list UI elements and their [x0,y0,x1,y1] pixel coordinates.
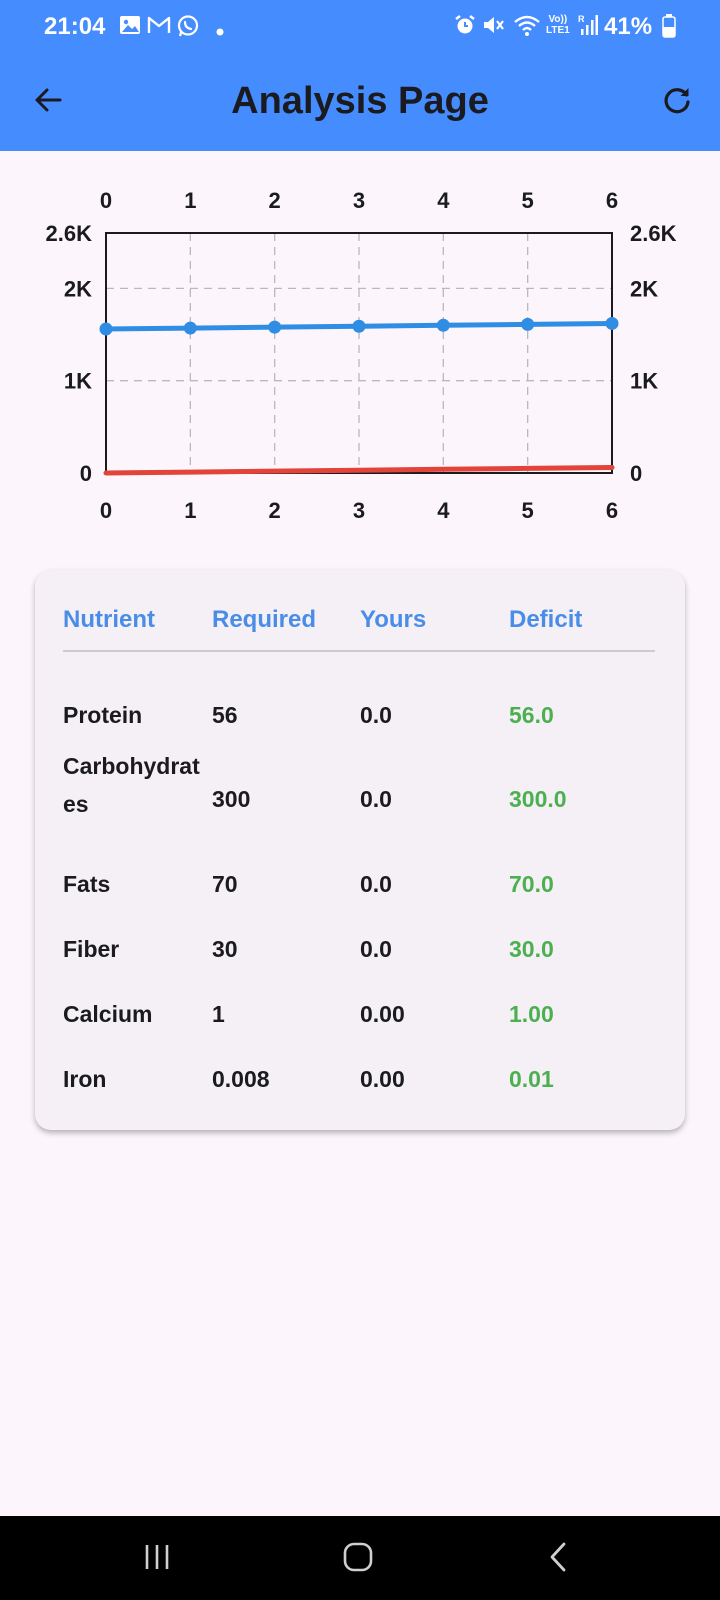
series-point-0 [521,317,535,331]
wifi-icon [512,13,542,42]
y-tick-label-right: 2.6K [630,221,677,246]
y-tick-label-right: 1K [630,369,658,394]
battery-percent: 41% [604,13,653,40]
cell-yours: 0.0 [360,936,392,962]
y-tick-label-left: 0 [80,461,92,486]
series-point-0 [605,316,619,330]
series-point-0 [268,320,282,334]
signal-icon: R [578,14,598,41]
y-tick-label-left: 2K [64,276,92,301]
volte-label: Vo)) [548,14,568,25]
cell-nutrient: Fats [63,871,111,897]
network-type: Vo)) LTE1 [546,14,570,36]
x-tick-label-bottom: 6 [606,498,618,523]
x-tick-label-top: 2 [269,188,281,213]
x-tick-label-top: 1 [184,188,196,213]
header-required: Required [212,606,317,633]
app-bar: Analysis Page [0,52,720,151]
gallery-icon [119,15,141,40]
back-icon[interactable] [548,1542,568,1577]
cell-required: 56 [212,702,238,728]
cell-required: 0.008 [212,1066,270,1092]
x-tick-label-bottom: 2 [269,498,281,523]
y-tick-label-right: 2K [630,276,658,301]
cell-deficit: 1.00 [509,1001,554,1027]
y-tick-label-left: 1K [64,369,92,394]
cell-required: 300 [212,786,251,812]
header-nutrient: Nutrient [63,606,155,633]
whatsapp-icon [176,14,200,43]
cell-required: 1 [212,1001,225,1027]
cell-yours: 0.00 [360,1066,405,1092]
nutrient-table-card: Nutrient Required Yours Deficit Protein … [35,570,685,1130]
x-tick-label-top: 0 [100,188,112,213]
cell-deficit: 300.0 [509,786,567,812]
lte-label: LTE1 [546,25,570,36]
header-deficit: Deficit [509,606,583,633]
mute-icon [482,14,506,41]
cell-yours: 0.00 [360,1001,405,1027]
cell-required: 30 [212,936,238,962]
alarm-icon [454,14,476,41]
x-tick-label-bottom: 4 [437,498,450,523]
status-time: 21:04 [44,13,106,40]
series-line-1 [103,464,615,476]
svg-text:R: R [578,14,585,24]
series-point-0 [436,318,450,332]
cell-deficit: 30.0 [509,936,554,962]
series-point-0 [352,319,366,333]
battery-icon [662,14,676,43]
header-yours: Yours [360,606,427,633]
nutrition-line-chart: 0 0 1 1 2 2 3 3 4 4 5 5 6 6 2.6K 2.6K 2K 2K 1K 1K 0 0 [0,151,720,551]
back-arrow-icon[interactable] [32,84,64,121]
cell-deficit: 56.0 [509,702,554,728]
system-nav-bar [0,1516,720,1600]
plot-border [105,232,613,474]
y-tick-label-left: 2.6K [46,221,93,246]
dot-icon [216,23,224,41]
x-tick-label-bottom: 5 [522,498,534,523]
x-tick-label-bottom: 1 [184,498,196,523]
cell-deficit: 70.0 [509,871,554,897]
x-tick-label-top: 6 [606,188,618,213]
header-divider [63,650,655,652]
cell-nutrient: Protein [63,702,143,728]
recents-icon[interactable] [143,1542,171,1577]
cell-nutrient: Fiber [63,936,120,962]
cell-nutrient: Calcium [63,1001,153,1027]
cell-yours: 0.0 [360,786,392,812]
home-icon[interactable] [343,1542,373,1577]
x-tick-label-top: 5 [522,188,534,213]
x-tick-label-bottom: 0 [100,498,112,523]
x-tick-label-top: 4 [437,188,450,213]
gmail-icon [147,15,171,40]
status-bar: 21:04 Vo)) LTE1 R 41% [0,0,720,52]
cell-deficit: 0.01 [509,1066,554,1092]
series-point-0 [183,321,197,335]
cell-nutrient: Iron [63,1066,107,1092]
cell-yours: 0.0 [360,702,392,728]
cell-nutrient: Carbohydrates [63,753,200,817]
y-tick-label-right: 0 [630,461,642,486]
cell-yours: 0.0 [360,871,392,897]
cell-required: 70 [212,871,238,897]
x-tick-label-bottom: 3 [353,498,365,523]
refresh-icon[interactable] [661,84,693,121]
x-tick-label-top: 3 [353,188,365,213]
series-point-0 [99,322,113,336]
page-title: Analysis Page [231,80,489,122]
